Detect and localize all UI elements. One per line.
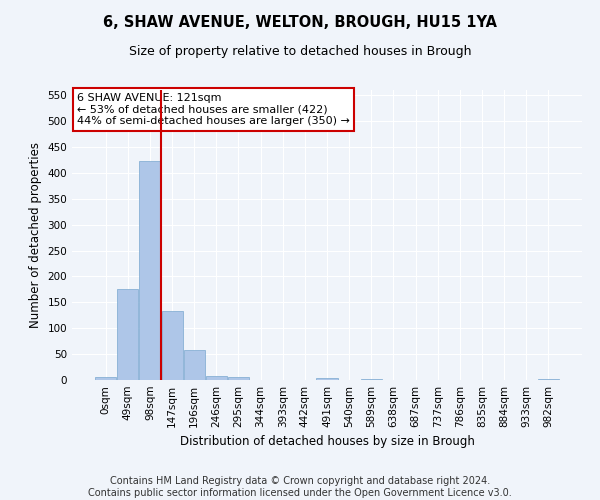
Bar bbox=[161, 311, 182, 380]
Text: 6 SHAW AVENUE: 121sqm
← 53% of detached houses are smaller (422)
44% of semi-det: 6 SHAW AVENUE: 121sqm ← 53% of detached … bbox=[77, 93, 350, 126]
Bar bbox=[361, 379, 382, 380]
Bar bbox=[95, 378, 116, 380]
Bar bbox=[316, 378, 338, 380]
Y-axis label: Number of detached properties: Number of detached properties bbox=[29, 142, 42, 328]
Bar bbox=[228, 378, 249, 380]
Text: 6, SHAW AVENUE, WELTON, BROUGH, HU15 1YA: 6, SHAW AVENUE, WELTON, BROUGH, HU15 1YA bbox=[103, 15, 497, 30]
Text: Contains HM Land Registry data © Crown copyright and database right 2024.
Contai: Contains HM Land Registry data © Crown c… bbox=[88, 476, 512, 498]
Bar bbox=[538, 379, 559, 380]
Bar bbox=[206, 376, 227, 380]
Bar bbox=[139, 162, 160, 380]
Text: Size of property relative to detached houses in Brough: Size of property relative to detached ho… bbox=[129, 45, 471, 58]
Bar bbox=[118, 290, 139, 380]
Bar bbox=[184, 350, 205, 380]
X-axis label: Distribution of detached houses by size in Brough: Distribution of detached houses by size … bbox=[179, 436, 475, 448]
